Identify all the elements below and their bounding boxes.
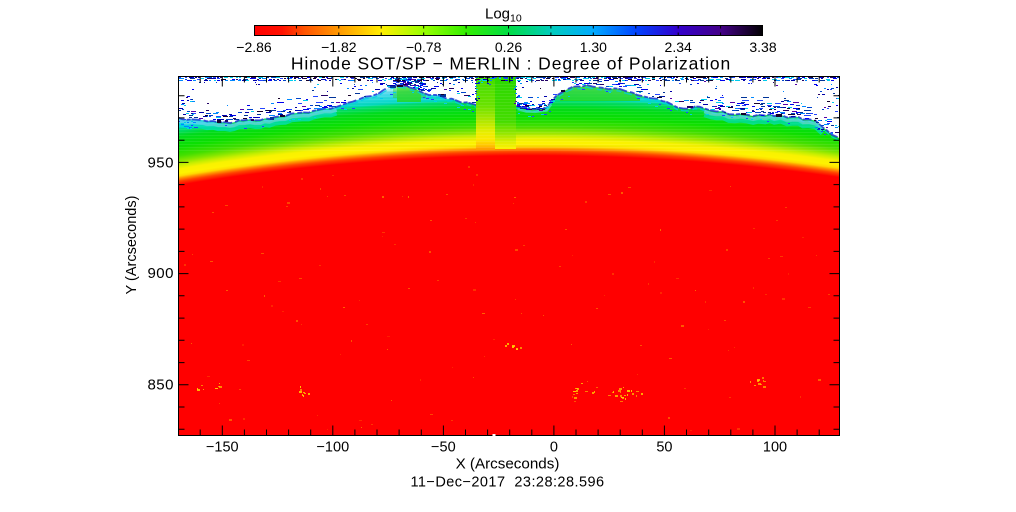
- svg-text:0: 0: [550, 440, 558, 456]
- svg-text:−0.78: −0.78: [406, 39, 442, 55]
- svg-text:50: 50: [656, 440, 672, 456]
- svg-text:900: 900: [147, 265, 174, 282]
- svg-text:2.34: 2.34: [665, 39, 692, 55]
- svg-text:0.26: 0.26: [495, 39, 522, 55]
- svg-text:Y (Arcseconds): Y (Arcseconds): [124, 196, 140, 295]
- svg-text:850: 850: [147, 377, 174, 394]
- svg-text:−50: −50: [431, 440, 456, 456]
- svg-text:100: 100: [763, 440, 787, 456]
- svg-text:−2.86: −2.86: [236, 39, 272, 55]
- svg-text:X (Arcseconds): X (Arcseconds): [456, 455, 560, 472]
- svg-text:−150: −150: [206, 440, 239, 456]
- svg-text:−100: −100: [316, 440, 349, 456]
- svg-text:11−Dec−2017 23:28:28.596: 11−Dec−2017 23:28:28.596: [410, 474, 604, 490]
- svg-text:1.30: 1.30: [580, 39, 607, 55]
- svg-text:3.38: 3.38: [749, 39, 776, 55]
- svg-text:−1.82: −1.82: [321, 39, 357, 55]
- svg-text:Hinode SOT/SP − MERLIN : Degre: Hinode SOT/SP − MERLIN : Degree of Polar…: [291, 54, 731, 74]
- svg-text:950: 950: [147, 154, 174, 171]
